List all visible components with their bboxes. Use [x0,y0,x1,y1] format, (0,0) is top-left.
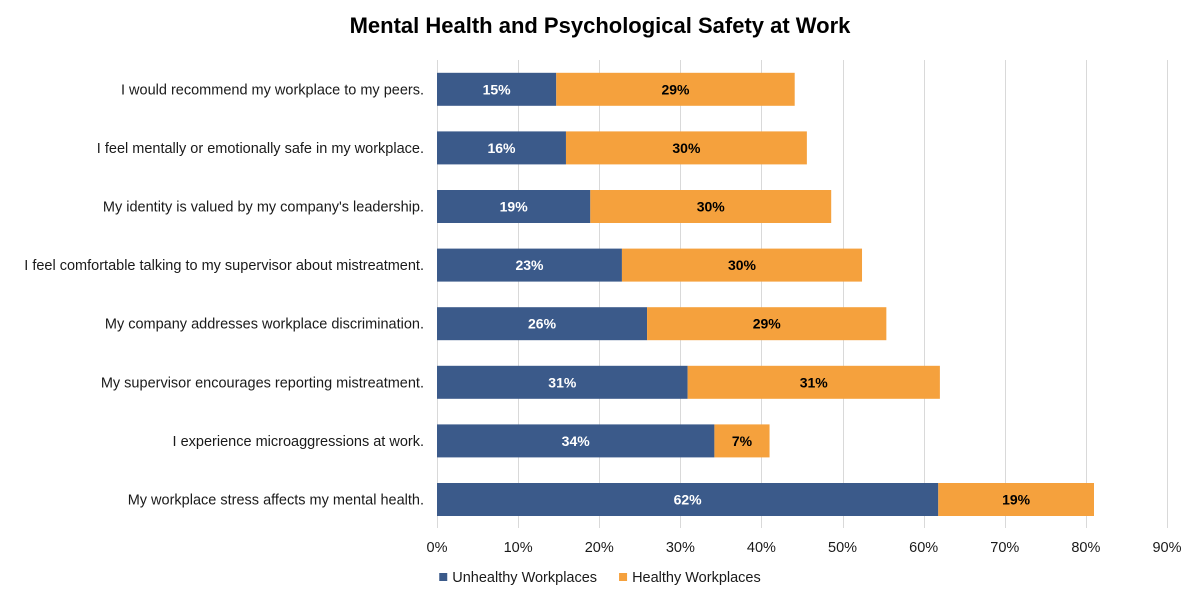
data-label: 31% [548,374,577,390]
bar-segment-unhealthy [437,424,715,458]
bar-segment-unhealthy [437,365,688,399]
chart-title: Mental Health and Psychological Safety a… [350,13,852,38]
data-label: 29% [661,81,690,97]
gridlines [437,60,1168,528]
legend-label: Healthy Workplaces [632,570,761,586]
bar-segment-healthy [565,131,807,165]
data-label: 30% [728,257,757,273]
data-label: 15% [483,81,512,97]
bar-segment-healthy [687,365,940,399]
data-label: 62% [674,492,703,508]
x-tick-label: 30% [666,540,695,556]
bar-segment-healthy [647,307,887,341]
bar-segment-unhealthy [437,307,648,341]
bar-segment-unhealthy [437,248,622,282]
category-label: I feel mentally or emotionally safe in m… [97,141,424,157]
data-label: 30% [672,140,701,156]
bar-segment-unhealthy [437,190,591,223]
x-tick-label: 80% [1071,540,1100,556]
bar-segment-healthy [621,248,863,282]
category-label: I feel comfortable talking to my supervi… [24,258,424,274]
category-label: My company addresses workplace discrimin… [105,317,424,333]
x-tick-label: 90% [1152,540,1181,556]
x-tick-labels: 0% 10% 20% 30% 40% 50% 60% 70% 80% 90% [427,540,1182,556]
data-label: 16% [487,140,516,156]
bar-segment-unhealthy [437,483,939,516]
data-label: 29% [753,316,782,332]
x-tick-label: 70% [990,540,1019,556]
data-label: 23% [515,257,544,273]
legend-swatch-unhealthy [439,573,448,581]
data-label: 19% [500,199,529,215]
data-label: 34% [562,433,591,449]
bar-segment-healthy [590,190,832,223]
category-label: I experience microaggressions at work. [173,434,424,450]
data-label: 19% [1002,492,1031,508]
category-labels: I would recommend my workplace to my pee… [24,82,424,508]
data-label: 31% [800,374,829,390]
category-label: My supervisor encourages reporting mistr… [101,375,424,391]
legend: Unhealthy Workplaces Healthy Workplaces [439,570,761,586]
x-tick-label: 0% [427,540,448,556]
x-tick-label: 60% [909,540,938,556]
x-tick-label: 20% [585,540,614,556]
x-tick-label: 40% [747,540,776,556]
x-tick-label: 10% [504,540,533,556]
bar-segment-unhealthy [437,72,557,106]
data-label: 30% [697,199,726,215]
category-label: I would recommend my workplace to my pee… [121,82,424,98]
bar-segment-unhealthy [437,131,566,165]
category-label: My workplace stress affects my mental he… [128,493,424,509]
category-label: My identity is valued by my company's le… [103,200,424,216]
legend-swatch-healthy [619,573,628,581]
bar-segment-healthy [556,72,795,106]
data-label: 26% [528,316,557,332]
bars: 15% 29% 16% 30% 19% 30% 23% 30% 26% 29% 31% 31% 34% 7… [437,72,1094,516]
x-tick-label: 50% [828,540,857,556]
bar-segment-healthy [714,424,770,458]
bar-segment-healthy [938,483,1094,516]
legend-label: Unhealthy Workplaces [452,570,597,586]
data-label: 7% [732,433,753,449]
